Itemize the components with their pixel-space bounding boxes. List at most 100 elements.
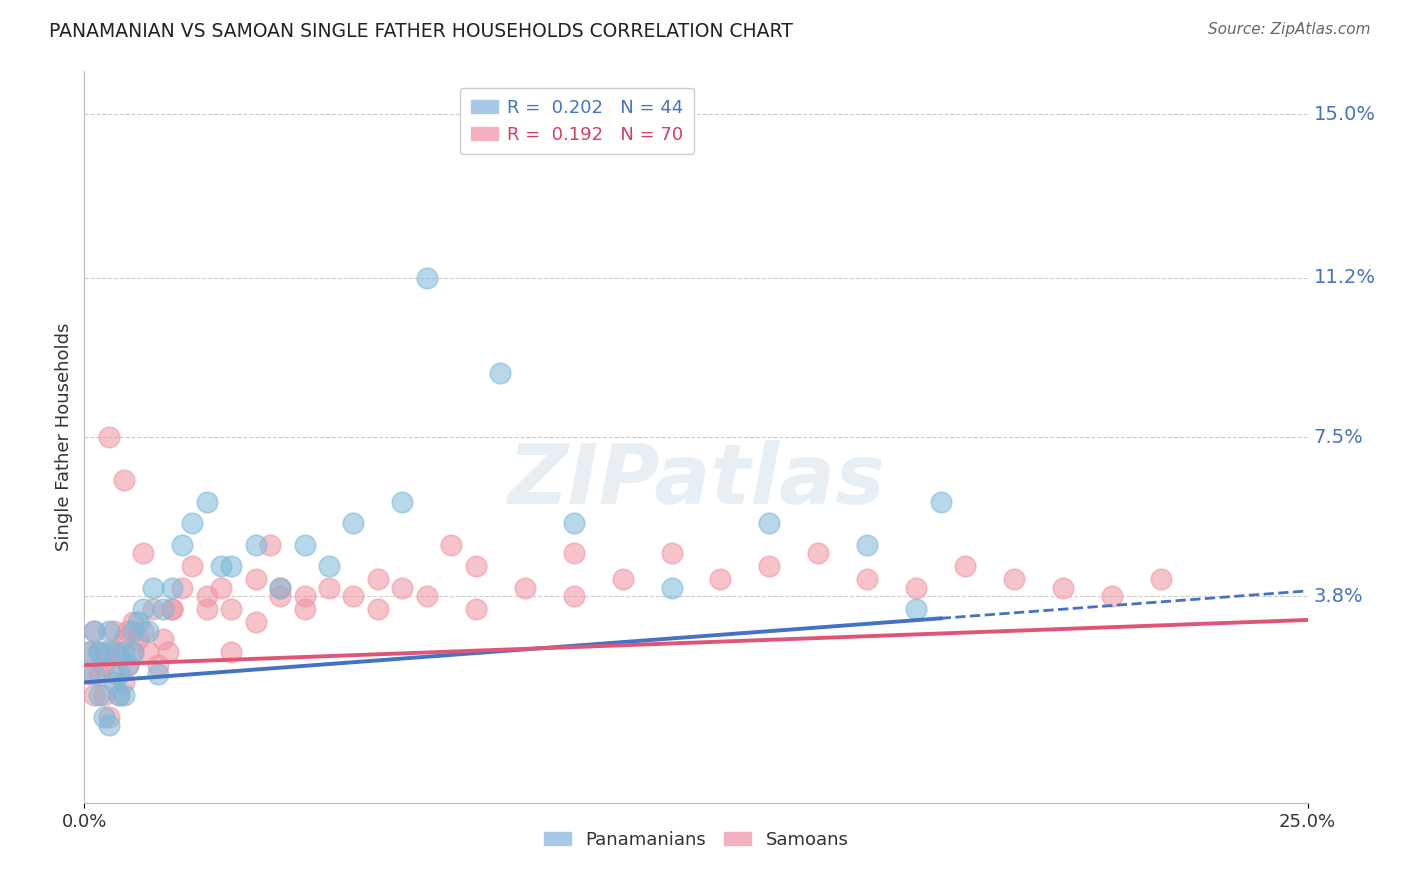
Point	[77, 645, 100, 659]
Point	[117, 624, 139, 638]
Point	[132, 546, 155, 560]
Point	[136, 645, 159, 659]
Point	[97, 624, 120, 638]
Point	[513, 581, 536, 595]
Point	[464, 559, 486, 574]
Point	[416, 271, 439, 285]
Point	[367, 572, 389, 586]
Point	[367, 602, 389, 616]
Point	[112, 675, 135, 690]
Point	[342, 516, 364, 530]
Point	[758, 559, 780, 574]
Point	[103, 666, 125, 681]
Point	[440, 538, 463, 552]
Point	[122, 615, 145, 629]
Point	[269, 581, 291, 595]
Point	[162, 602, 184, 616]
Point	[97, 430, 120, 444]
Point	[83, 666, 105, 681]
Point	[905, 581, 928, 595]
Point	[195, 494, 218, 508]
Point	[107, 688, 129, 702]
Point	[489, 366, 512, 380]
Point	[127, 632, 149, 647]
Point	[87, 645, 110, 659]
Point	[112, 688, 135, 702]
Point	[93, 710, 115, 724]
Point	[807, 546, 830, 560]
Point	[1052, 581, 1074, 595]
Point	[83, 624, 105, 638]
Point	[107, 666, 129, 681]
Point	[562, 589, 585, 603]
Point	[132, 624, 155, 638]
Point	[83, 688, 105, 702]
Point	[142, 602, 165, 616]
Point	[758, 516, 780, 530]
Point	[318, 581, 340, 595]
Point	[219, 559, 242, 574]
Point	[391, 494, 413, 508]
Point	[146, 666, 169, 681]
Point	[136, 624, 159, 638]
Point	[661, 581, 683, 595]
Point	[107, 688, 129, 702]
Point	[245, 615, 267, 629]
Point	[122, 645, 145, 659]
Point	[142, 581, 165, 595]
Point	[612, 572, 634, 586]
Point	[87, 645, 110, 659]
Point	[83, 624, 105, 638]
Point	[245, 538, 267, 552]
Point	[97, 645, 120, 659]
Point	[209, 581, 232, 595]
Point	[103, 624, 125, 638]
Point	[464, 602, 486, 616]
Point	[1002, 572, 1025, 586]
Point	[562, 516, 585, 530]
Point	[117, 658, 139, 673]
Point	[103, 675, 125, 690]
Point	[112, 632, 135, 647]
Point	[219, 602, 242, 616]
Text: ZIPatlas: ZIPatlas	[508, 441, 884, 522]
Point	[856, 572, 879, 586]
Text: PANAMANIAN VS SAMOAN SINGLE FATHER HOUSEHOLDS CORRELATION CHART: PANAMANIAN VS SAMOAN SINGLE FATHER HOUSE…	[49, 22, 793, 41]
Point	[97, 718, 120, 732]
Point	[156, 645, 179, 659]
Point	[181, 516, 204, 530]
Point	[93, 658, 115, 673]
Point	[1150, 572, 1173, 586]
Point	[77, 645, 100, 659]
Legend: Panamanians, Samoans: Panamanians, Samoans	[536, 823, 856, 856]
Point	[181, 559, 204, 574]
Point	[195, 602, 218, 616]
Point	[77, 666, 100, 681]
Point	[245, 572, 267, 586]
Point	[929, 494, 952, 508]
Point	[117, 658, 139, 673]
Point	[294, 538, 316, 552]
Point	[269, 589, 291, 603]
Point	[107, 645, 129, 659]
Point	[661, 546, 683, 560]
Point	[269, 581, 291, 595]
Text: 3.8%: 3.8%	[1313, 587, 1364, 606]
Point	[259, 538, 281, 552]
Point	[905, 602, 928, 616]
Text: 7.5%: 7.5%	[1313, 427, 1364, 447]
Text: 11.2%: 11.2%	[1313, 268, 1375, 287]
Point	[103, 645, 125, 659]
Point	[209, 559, 232, 574]
Point	[87, 666, 110, 681]
Point	[127, 615, 149, 629]
Point	[87, 688, 110, 702]
Point	[152, 602, 174, 616]
Point	[1101, 589, 1123, 603]
Point	[172, 538, 194, 552]
Point	[97, 710, 120, 724]
Point	[162, 581, 184, 595]
Point	[132, 602, 155, 616]
Point	[122, 624, 145, 638]
Point	[709, 572, 731, 586]
